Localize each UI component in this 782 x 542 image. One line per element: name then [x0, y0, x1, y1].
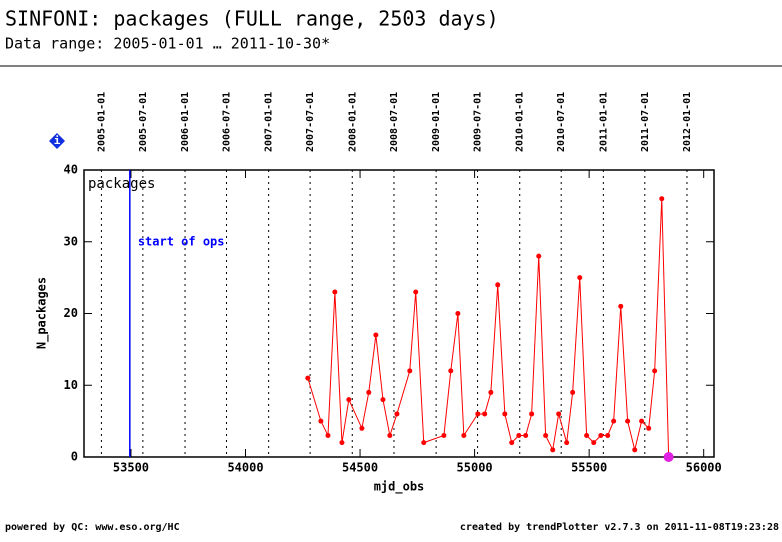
data-point	[652, 368, 658, 374]
y-axis-label: N_packages	[35, 277, 50, 349]
y-tick-label: 0	[71, 450, 78, 464]
data-point	[639, 418, 645, 424]
data-point	[536, 253, 542, 259]
data-point	[646, 425, 652, 431]
footer-right: created by trendPlotter v2.7.3 on 2011-1…	[460, 522, 779, 533]
data-point	[394, 411, 400, 417]
date-tick-label: 2007-01-01	[264, 92, 275, 152]
data-point	[373, 332, 379, 338]
date-tick-label: 2009-07-01	[473, 92, 484, 152]
data-point	[659, 196, 665, 202]
date-tick-label: 2011-07-01	[640, 92, 651, 152]
date-tick-label: 2006-01-01	[180, 92, 191, 152]
data-point	[591, 440, 597, 446]
data-point	[523, 432, 529, 438]
x-tick-label: 56000	[686, 461, 722, 475]
data-point	[556, 411, 562, 417]
date-tick-label: 2010-01-01	[515, 92, 526, 152]
data-point	[441, 432, 447, 438]
data-point	[663, 452, 674, 462]
series-line	[307, 198, 670, 458]
data-point	[318, 418, 324, 424]
data-point	[516, 432, 522, 438]
x-axis-label: mjd_obs	[374, 480, 425, 495]
data-point	[359, 425, 365, 431]
data-point	[598, 432, 604, 438]
date-tick-label: 2008-07-01	[389, 92, 400, 152]
data-point	[482, 411, 488, 417]
y-tick-label: 30	[64, 234, 78, 248]
date-tick-label: 2012-01-01	[682, 92, 693, 152]
data-point	[366, 389, 372, 395]
plot-frame	[83, 169, 715, 458]
data-point	[448, 368, 454, 374]
data-point	[380, 397, 386, 403]
panel-label: packages	[88, 176, 155, 192]
info-icon-text: i	[54, 134, 61, 147]
data-point	[543, 432, 549, 438]
data-point	[632, 447, 638, 453]
data-point	[455, 311, 461, 316]
y-tick-label: 20	[64, 306, 78, 320]
data-point	[509, 440, 515, 446]
data-point	[577, 275, 583, 281]
date-tick-label: 2005-07-01	[138, 92, 149, 152]
data-point	[495, 282, 501, 288]
y-tick-label: 10	[64, 378, 78, 392]
data-point	[461, 432, 467, 438]
date-tick-label: 2008-01-01	[347, 92, 358, 152]
date-tick-label: 2007-07-01	[305, 92, 316, 152]
data-point	[611, 418, 617, 424]
data-point	[618, 303, 624, 309]
info-icon	[49, 133, 65, 149]
chart-subtitle: Data range: 2005-01-01 … 2011-10-30*	[5, 35, 330, 53]
data-point	[387, 432, 393, 438]
date-tick-label: 2010-07-01	[556, 92, 567, 152]
date-tick-label: 2005-01-01	[96, 92, 107, 152]
data-point	[332, 289, 338, 295]
date-tick-label: 2009-01-01	[431, 92, 442, 152]
y-tick-label: 40	[64, 163, 78, 177]
data-point	[502, 411, 508, 417]
x-tick-label: 55500	[571, 461, 607, 475]
data-point	[339, 440, 345, 446]
x-tick-label: 54000	[227, 461, 263, 475]
date-tick-label: 2011-01-01	[598, 92, 609, 152]
x-tick-label: 55000	[457, 461, 493, 475]
data-point	[625, 418, 631, 424]
data-point	[550, 447, 556, 453]
data-point	[488, 389, 494, 395]
data-point	[564, 440, 570, 446]
data-point	[570, 389, 576, 395]
data-point	[421, 440, 427, 446]
data-point	[475, 411, 481, 417]
x-tick-label: 54500	[342, 461, 378, 475]
x-tick-label: 53500	[113, 461, 149, 475]
data-point	[529, 411, 535, 417]
chart-title: SINFONI: packages (FULL range, 2503 days…	[5, 7, 499, 31]
date-tick-label: 2006-07-01	[221, 92, 232, 152]
data-point	[325, 432, 331, 438]
data-point	[346, 397, 352, 403]
footer-left: powered by QC: www.eso.org/HC	[5, 522, 180, 533]
data-point	[605, 432, 611, 438]
data-point	[305, 375, 311, 381]
data-point	[584, 432, 590, 438]
data-point	[413, 289, 419, 295]
event-label: start of ops	[138, 235, 225, 249]
data-point	[407, 368, 413, 374]
